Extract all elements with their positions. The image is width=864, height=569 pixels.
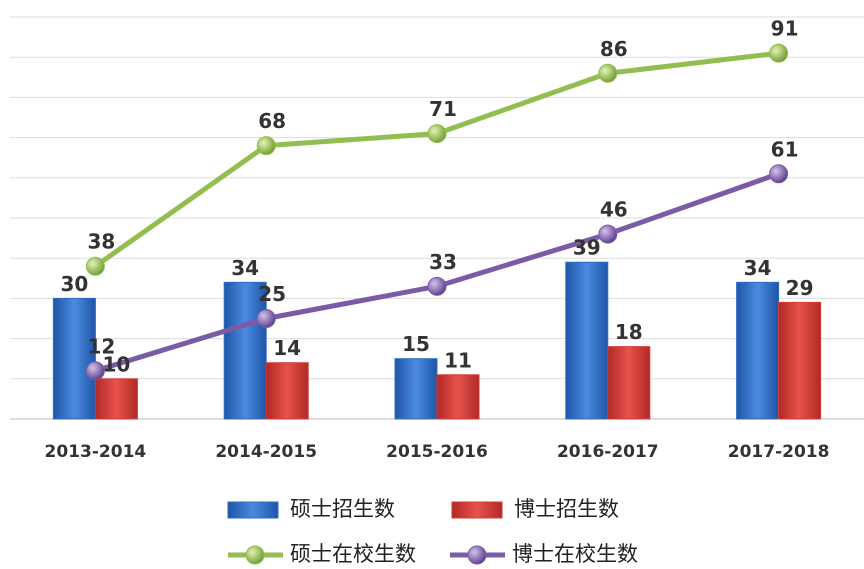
data-label: 30 <box>60 272 88 296</box>
x-tick-label: 2013-2014 <box>45 442 147 462</box>
legend-label: 硕士在校生数 <box>290 542 416 566</box>
bar <box>94 378 138 420</box>
line-marker <box>598 63 618 83</box>
x-tick-label: 2015-2016 <box>386 442 488 462</box>
data-label: 25 <box>258 282 286 306</box>
line-marker <box>598 224 618 244</box>
legend-label: 硕士招生数 <box>290 497 395 521</box>
line-marker <box>85 256 105 276</box>
data-label: 14 <box>273 336 301 360</box>
x-tick-label: 2014-2015 <box>215 442 317 462</box>
line-marker <box>256 136 276 156</box>
data-label: 71 <box>429 97 457 121</box>
data-label: 46 <box>600 198 628 222</box>
legend-marker <box>245 545 265 565</box>
bar <box>223 281 267 420</box>
x-tick-label: 2017-2018 <box>728 442 830 462</box>
data-label: 38 <box>87 230 115 254</box>
data-label: 34 <box>231 256 259 280</box>
line-marker <box>427 124 447 144</box>
bar <box>52 297 96 420</box>
data-label: 11 <box>444 348 472 372</box>
data-label: 29 <box>786 276 814 300</box>
data-label: 10 <box>102 352 130 376</box>
bar <box>565 261 609 420</box>
legend-label: 博士在校生数 <box>512 542 638 566</box>
data-label: 68 <box>258 109 286 133</box>
line <box>93 50 779 269</box>
data-label: 12 <box>87 334 115 358</box>
bar <box>394 358 438 420</box>
line-marker <box>427 276 447 296</box>
data-label: 91 <box>771 17 799 41</box>
line-marker <box>769 164 789 184</box>
bar <box>736 281 780 420</box>
legend-marker <box>467 545 487 565</box>
data-label: 18 <box>615 320 643 344</box>
bar <box>778 301 822 420</box>
legend-swatch <box>227 501 279 519</box>
data-label: 15 <box>402 332 430 356</box>
data-label: 39 <box>573 236 601 260</box>
bar <box>436 374 480 420</box>
bar <box>265 362 309 420</box>
line-marker <box>769 43 789 63</box>
data-label: 34 <box>744 256 772 280</box>
line-marker <box>85 361 105 381</box>
line-marker <box>256 309 276 328</box>
x-tick-label: 2016-2017 <box>557 442 659 462</box>
data-label: 86 <box>600 37 628 61</box>
data-label: 61 <box>771 137 799 161</box>
data-label: 33 <box>429 250 457 274</box>
legend-label: 博士招生数 <box>514 497 619 521</box>
legend-swatch <box>451 501 503 519</box>
bar <box>607 346 651 420</box>
